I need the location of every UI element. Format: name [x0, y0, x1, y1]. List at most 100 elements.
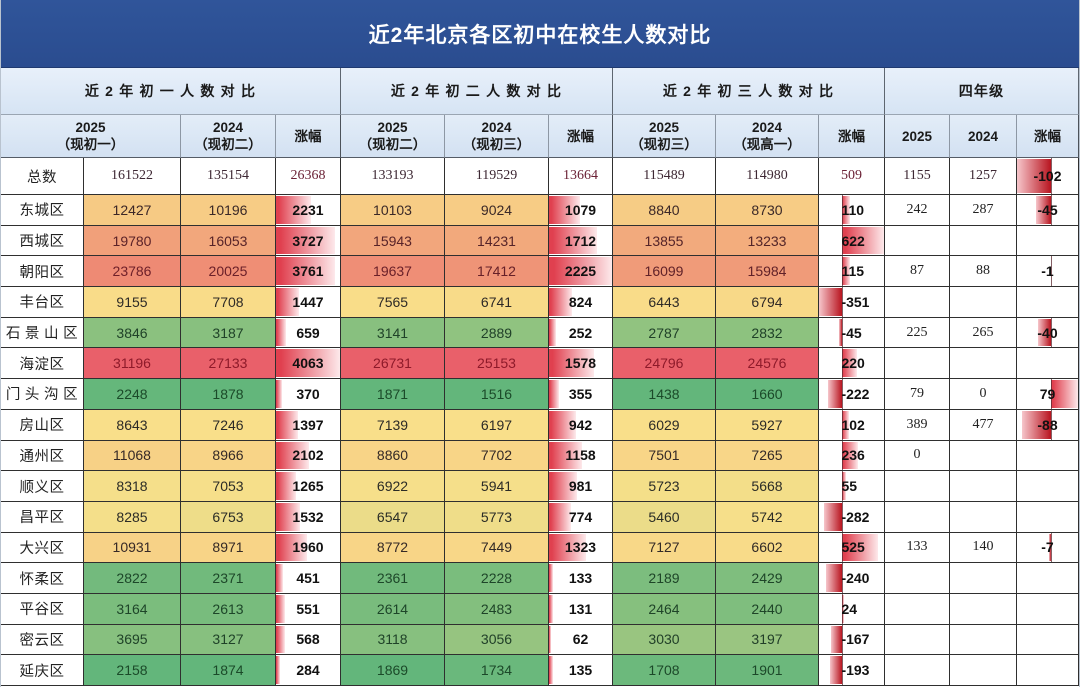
cell-grade2-2024: 6741 [445, 287, 549, 318]
cell-grade3-2025: 2464 [613, 593, 716, 625]
col-header-note: （现初二） [358, 137, 427, 152]
cell-grade1-change: 568 [276, 624, 341, 656]
data-bar-positive [276, 380, 282, 408]
cell-grade2-change: 1323 [549, 532, 613, 564]
cell-grade1-2024: 8971 [181, 532, 276, 564]
cell-grade2-2025: 8772 [341, 532, 445, 564]
cell-grade4-change: -1 [1017, 256, 1079, 288]
cell-grade3-2025: 1708 [613, 655, 716, 686]
total-grade4-2025: 1155 [885, 158, 950, 195]
cell-grade2-change: 1079 [549, 195, 613, 226]
bar-axis [842, 563, 844, 593]
cell-grade1-2025: 19780 [84, 225, 181, 257]
change-value: -45 [841, 324, 862, 341]
data-bar-positive [842, 196, 850, 224]
data-bar-negative [1049, 533, 1052, 562]
data-bar-positive [549, 502, 571, 531]
cell-grade1-2024: 10196 [181, 195, 276, 226]
cell-grade1-2024: 2613 [181, 593, 276, 625]
cell-grade2-2024: 1516 [445, 379, 549, 410]
data-bar-positive [276, 318, 287, 347]
cell-grade3-2025: 7501 [613, 440, 716, 472]
cell-grade3-2025: 16099 [613, 256, 716, 288]
cell-grade3-2024: 7265 [716, 440, 819, 472]
cell-grade2-2025: 6547 [341, 501, 445, 533]
col-header-year: 2024 [212, 120, 244, 135]
cell-grade2-change: 62 [549, 624, 613, 656]
data-bar-positive [1051, 380, 1078, 408]
change-value: -1 [1041, 263, 1054, 280]
change-value: 1079 [564, 201, 597, 218]
cell-grade2-2024: 2228 [445, 563, 549, 594]
group-header-grade2: 近 2 年 初 二 人 数 对 比 [341, 68, 613, 115]
district-name: 西城区 [1, 225, 84, 257]
change-value: -88 [1037, 416, 1058, 433]
cell-grade4-2025 [885, 563, 950, 594]
bar-axis [1051, 532, 1053, 563]
data-bar-positive [276, 502, 301, 531]
cell-grade2-change: 355 [549, 379, 613, 410]
data-bar-positive [276, 533, 307, 562]
district-name: 门 头 沟 区 [1, 379, 84, 410]
cell-grade2-2025: 7565 [341, 287, 445, 318]
data-bar-positive [276, 257, 336, 286]
data-bar-positive [549, 656, 553, 684]
data-bar-positive [842, 226, 884, 255]
col-header-grade2-change: 涨幅 [549, 115, 613, 158]
col-header-label: 涨幅 [838, 128, 865, 144]
cell-grade3-change: 115 [819, 256, 885, 288]
cell-grade1-change: 551 [276, 593, 341, 625]
data-bar-positive [842, 410, 850, 439]
cell-grade3-change: -45 [819, 317, 885, 349]
change-value: 2231 [292, 201, 324, 218]
cell-grade1-2025: 10931 [84, 532, 181, 564]
district-name: 昌平区 [1, 501, 84, 533]
change-value: -7 [1041, 539, 1054, 556]
change-value: 1265 [292, 478, 324, 495]
cell-grade1-change: 659 [276, 317, 341, 349]
data-bar-positive [842, 257, 851, 286]
bar-axis [1051, 195, 1053, 225]
district-name: 东城区 [1, 195, 84, 226]
cell-grade2-2025: 19637 [341, 256, 445, 288]
data-bar-negative [827, 380, 843, 408]
cell-grade4-2024: 477 [950, 409, 1017, 441]
cell-grade4-change [1017, 655, 1079, 686]
bar-axis [1051, 409, 1053, 440]
bar-axis [842, 593, 844, 624]
change-value: 1447 [292, 293, 324, 310]
cell-grade3-2024: 2832 [716, 317, 819, 349]
data-bar-positive [276, 226, 335, 255]
cell-grade4-2024 [950, 593, 1017, 625]
change-value: 55 [841, 478, 858, 495]
change-value: 622 [841, 232, 865, 249]
total-grade2-2024: 119529 [445, 158, 549, 195]
change-value: 4063 [292, 355, 324, 372]
cell-grade3-change: 220 [819, 348, 885, 380]
cell-grade3-2025: 24796 [613, 348, 716, 380]
bar-axis [842, 655, 844, 685]
cell-grade1-change: 370 [276, 379, 341, 410]
bar-axis [842, 195, 844, 225]
change-value: 135 [568, 662, 593, 679]
total-grade1-2024: 135154 [181, 158, 276, 195]
district-name: 石 景 山 区 [1, 317, 84, 349]
cell-grade2-2024: 7702 [445, 440, 549, 472]
change-value: 24 [841, 600, 858, 617]
data-bar-positive [549, 594, 553, 623]
change-value: 2225 [564, 263, 597, 280]
district-name: 丰台区 [1, 287, 84, 318]
cell-grade1-change: 2102 [276, 440, 341, 472]
bar-axis [842, 225, 844, 256]
cell-grade2-change: 1578 [549, 348, 613, 380]
data-bar-positive [549, 410, 576, 439]
change-value: 824 [568, 293, 593, 310]
data-bar-negative [1017, 159, 1052, 193]
col-header-year: 2024 [751, 120, 783, 135]
cell-grade2-2025: 15943 [341, 225, 445, 257]
cell-grade4-2024: 88 [950, 256, 1017, 288]
cell-grade4-change [1017, 225, 1079, 257]
data-bar-negative [829, 656, 843, 684]
col-header-year: 2024 [481, 120, 512, 135]
cell-grade4-2024: 287 [950, 195, 1017, 226]
